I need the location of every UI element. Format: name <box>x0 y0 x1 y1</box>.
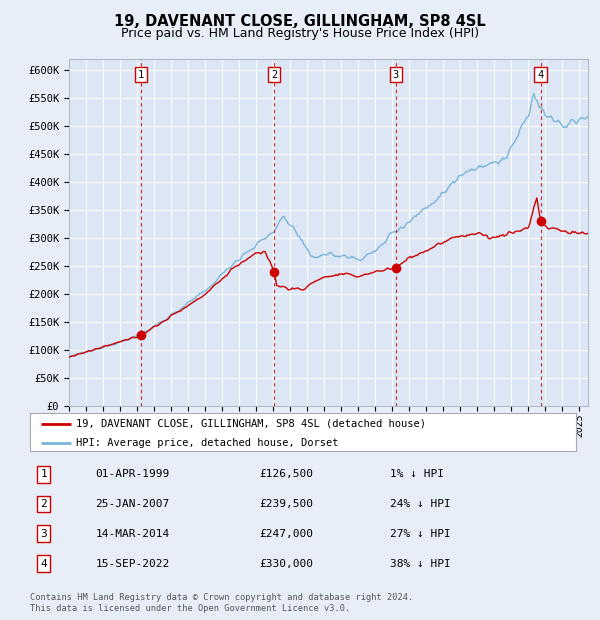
Text: 3: 3 <box>40 529 47 539</box>
Text: HPI: Average price, detached house, Dorset: HPI: Average price, detached house, Dors… <box>76 438 339 448</box>
Text: £330,000: £330,000 <box>259 559 313 569</box>
Text: 14-MAR-2014: 14-MAR-2014 <box>95 529 170 539</box>
Text: 19, DAVENANT CLOSE, GILLINGHAM, SP8 4SL: 19, DAVENANT CLOSE, GILLINGHAM, SP8 4SL <box>114 14 486 29</box>
Text: £126,500: £126,500 <box>259 469 313 479</box>
Text: 1: 1 <box>138 69 145 79</box>
Text: 38% ↓ HPI: 38% ↓ HPI <box>391 559 451 569</box>
Text: 1% ↓ HPI: 1% ↓ HPI <box>391 469 445 479</box>
Text: 27% ↓ HPI: 27% ↓ HPI <box>391 529 451 539</box>
Text: 4: 4 <box>538 69 544 79</box>
Text: 25-JAN-2007: 25-JAN-2007 <box>95 499 170 509</box>
Text: Price paid vs. HM Land Registry's House Price Index (HPI): Price paid vs. HM Land Registry's House … <box>121 27 479 40</box>
Text: 01-APR-1999: 01-APR-1999 <box>95 469 170 479</box>
Text: 1: 1 <box>40 469 47 479</box>
Text: 24% ↓ HPI: 24% ↓ HPI <box>391 499 451 509</box>
Text: 3: 3 <box>392 69 399 79</box>
Text: £239,500: £239,500 <box>259 499 313 509</box>
Text: 2: 2 <box>271 69 278 79</box>
Text: 15-SEP-2022: 15-SEP-2022 <box>95 559 170 569</box>
Text: £247,000: £247,000 <box>259 529 313 539</box>
Text: 19, DAVENANT CLOSE, GILLINGHAM, SP8 4SL (detached house): 19, DAVENANT CLOSE, GILLINGHAM, SP8 4SL … <box>76 418 427 428</box>
Text: 2: 2 <box>40 499 47 509</box>
Text: Contains HM Land Registry data © Crown copyright and database right 2024.
This d: Contains HM Land Registry data © Crown c… <box>30 593 413 613</box>
Text: 4: 4 <box>40 559 47 569</box>
